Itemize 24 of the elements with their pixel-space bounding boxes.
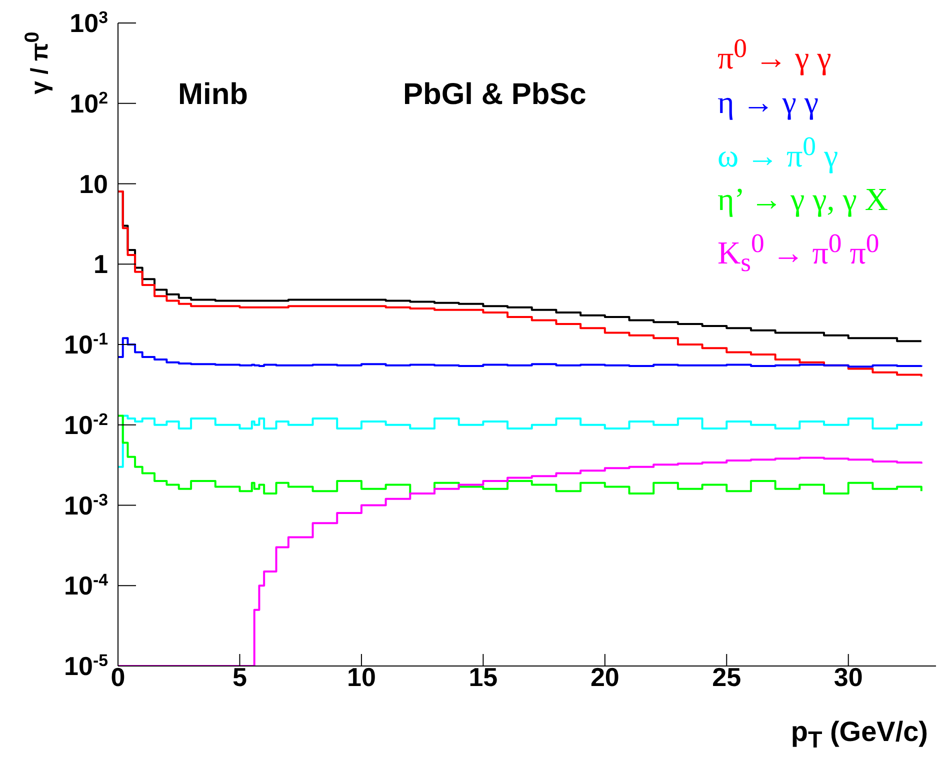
y-tick-label: 10$^{3}$ <box>70 8 108 38</box>
y-tick-label: 10 <box>79 168 108 199</box>
y-tick-label: 1 <box>94 249 108 280</box>
x-tick-label: 0 <box>110 662 126 692</box>
text: η → γ γ <box>717 82 820 122</box>
annotation: Minb <box>178 78 248 112</box>
y-tick-label: 10$^{2}$ <box>70 88 108 118</box>
y-tick-label: 10$^{-2}$ <box>64 409 108 440</box>
text: η’ → γ γ, γ X <box>717 180 888 220</box>
annotation: PbGl & PbSc <box>403 78 586 112</box>
y-tick-label: 10$^{-4}$ <box>64 570 109 601</box>
x-tick-label: 30 <box>834 662 863 692</box>
text: K$_{s}$$^{0}$ → π$^{0}$ π$^{0}$ <box>717 227 880 280</box>
x-tick-label: 5 <box>232 662 247 692</box>
text: π$^{0}$ → γ γ <box>717 32 832 78</box>
x-tick-label: 20 <box>590 662 620 692</box>
y-tick-label: 10$^{-5}$ <box>64 650 108 681</box>
text: ω → π$^{0}$ γ <box>717 130 840 176</box>
x-tick-label: 25 <box>712 662 742 692</box>
y-tick-label: 10$^{-1}$ <box>64 329 108 360</box>
x-tick-label: 15 <box>468 662 498 692</box>
x-axis-title: p$_{T}$ (GeV/c) <box>790 716 928 754</box>
y-tick-label: 10$^{-3}$ <box>64 490 108 520</box>
x-tick-label: 10 <box>346 662 376 692</box>
